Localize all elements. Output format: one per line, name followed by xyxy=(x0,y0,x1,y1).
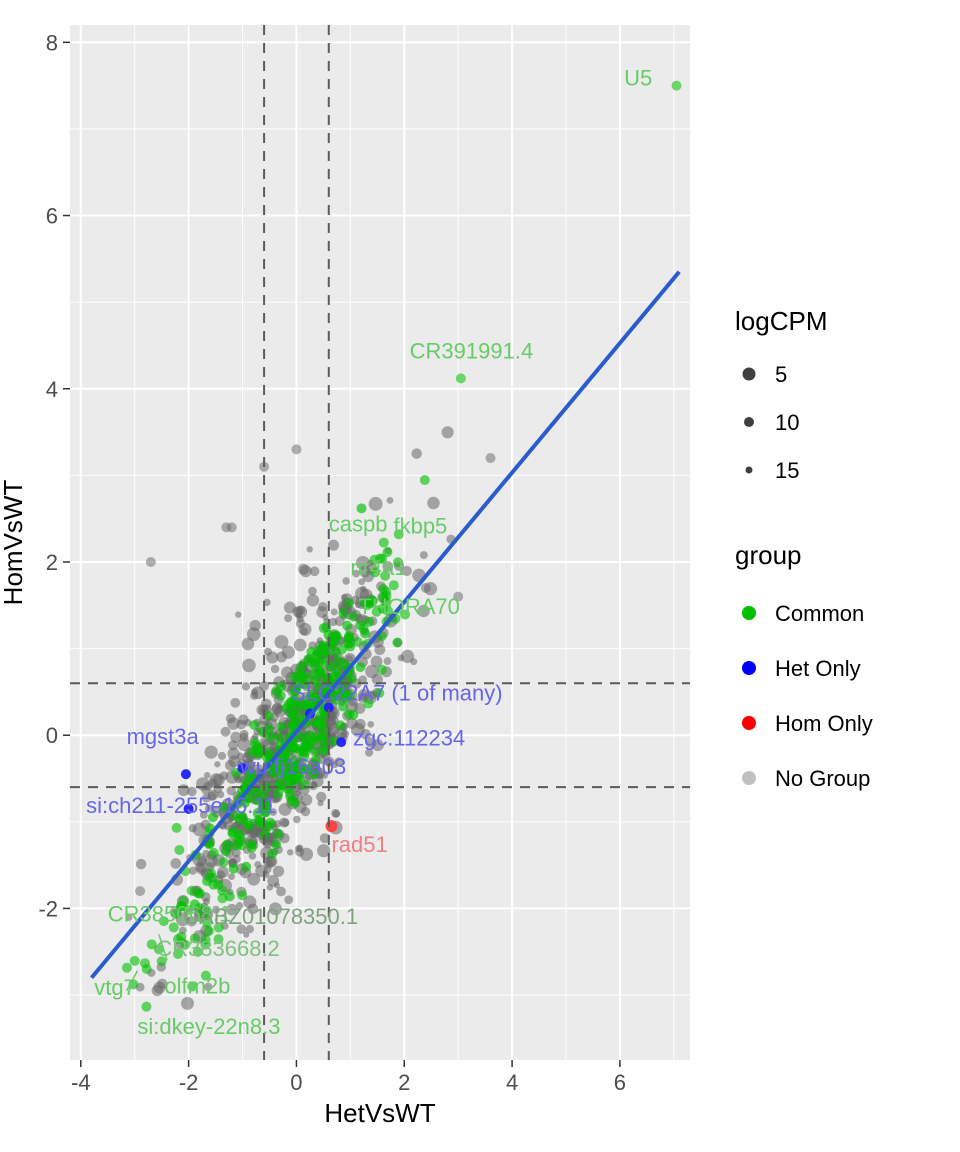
legend-group-item: Hom Only xyxy=(775,711,873,736)
gene-label: si:ch211-255e16.11 xyxy=(86,793,276,818)
x-tick-label: 2 xyxy=(398,1070,410,1095)
y-tick-label: 0 xyxy=(46,723,58,748)
legend-size-title: logCPM xyxy=(735,306,827,336)
scatter-chart: U5 CR391991.4 caspbfkbp5 nr4a1 THORA70 SLC22A… xyxy=(0,0,960,1152)
legend-size-item: 15 xyxy=(775,458,799,483)
x-tick-label: -2 xyxy=(179,1070,199,1095)
x-tick-label: -4 xyxy=(71,1070,91,1095)
legend-group-item: No Group xyxy=(775,766,870,791)
x-axis-title: HetVsWT xyxy=(324,1098,435,1128)
chart-svg: U5 CR391991.4 caspbfkbp5 nr4a1 THORA70 SLC22A… xyxy=(0,0,960,1152)
gene-label: zgc:112234 xyxy=(353,726,465,751)
y-tick-label: 6 xyxy=(46,204,58,229)
gene-label: vtg7 xyxy=(94,975,136,1000)
y-tick-label: -2 xyxy=(38,896,58,921)
y-axis-title: HomVsWT xyxy=(0,480,28,606)
gene-label: wu:fj16a03 xyxy=(239,754,346,779)
gene-label: CABZ01078350.1 xyxy=(183,904,358,929)
legend-size-item: 10 xyxy=(775,410,799,435)
gene-label: SLC22A7 (1 of many) xyxy=(291,681,503,706)
y-tick-label: 2 xyxy=(46,550,58,575)
gene-label: mgst3a xyxy=(127,724,200,749)
gene-label: caspb xyxy=(329,512,388,537)
gene-label: rad51 xyxy=(331,832,387,857)
legend-group-title: group xyxy=(735,540,802,570)
gene-label: U5 xyxy=(624,66,652,91)
gene-label: si:dkey-22n8.3 xyxy=(137,1014,280,1039)
gene-label: CR391991.4 xyxy=(410,338,534,363)
x-tick-label: 4 xyxy=(506,1070,518,1095)
y-tick-label: 4 xyxy=(46,377,58,402)
gene-label: nr4a1 xyxy=(350,555,406,580)
gene-label: fkbp5 xyxy=(393,513,447,538)
x-tick-label: 6 xyxy=(614,1070,626,1095)
legend-size-item: 5 xyxy=(775,362,787,387)
y-tick-label: 8 xyxy=(46,30,58,55)
gene-label: olfm2b xyxy=(164,973,230,998)
gene-label: THORA70 xyxy=(358,594,459,619)
legend-group-item: Het Only xyxy=(775,656,861,681)
x-tick-label: 0 xyxy=(290,1070,302,1095)
gene-label: CR383668.2 xyxy=(156,936,280,961)
legend-group-item: Common xyxy=(775,601,864,626)
